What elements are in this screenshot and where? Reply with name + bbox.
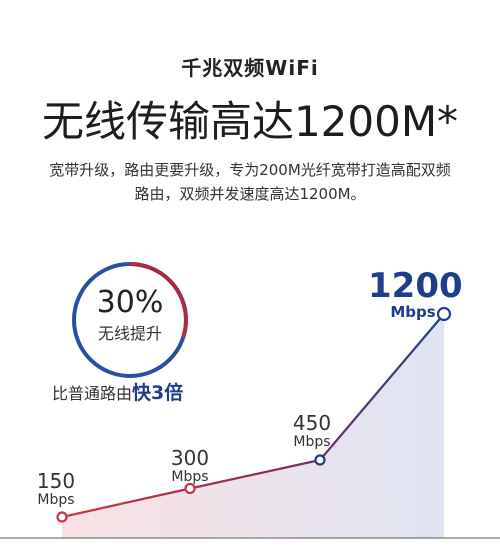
description: 宽带升级，路由更要升级，专为200M光纤宽带打造高配双频 路由，双频并发速度高达…: [40, 158, 460, 206]
comparison-highlight: 快3倍: [132, 382, 184, 404]
point-label-150: 150 Mbps: [28, 470, 84, 508]
chart-line: [61, 313, 445, 519]
badge-caption: 无线提升: [97, 324, 162, 343]
point-label-unit: Mbps: [171, 469, 209, 485]
data-point-150: [56, 511, 68, 523]
point-label-value: 150: [36, 469, 76, 493]
point-label-300: 300 Mbps: [162, 447, 218, 485]
ring-progress-arc: [72, 262, 188, 378]
point-label-value: 1200: [368, 266, 463, 306]
point-label-unit: Mbps: [293, 434, 331, 450]
description-line-1: 宽带升级，路由更要升级，专为200M光纤宽带打造高配双频: [49, 161, 451, 179]
chart-area: [62, 314, 444, 538]
comparison-text: 比普通路由快3倍: [52, 378, 183, 405]
data-point-300: [184, 482, 196, 495]
headline: 无线传输高达1200M*: [41, 97, 459, 146]
progress-ring: [72, 262, 188, 378]
point-label-unit: Mbps: [390, 303, 436, 321]
comparison-prefix: 比普通路由: [52, 384, 133, 403]
point-label-450: 450 Mbps: [284, 412, 340, 450]
point-label-value: 450: [292, 411, 332, 435]
description-line-2: 路由，双频并发速度高达1200M。: [134, 185, 366, 203]
point-label-1200: 1200 Mbps: [368, 266, 463, 321]
badge-percent: 30%: [96, 285, 164, 320]
subtitle: 千兆双频WiFi: [181, 56, 319, 80]
data-point-450: [314, 454, 326, 466]
point-label-unit: Mbps: [37, 492, 75, 508]
data-point-1200: [436, 306, 452, 322]
point-label-value: 300: [170, 446, 210, 470]
